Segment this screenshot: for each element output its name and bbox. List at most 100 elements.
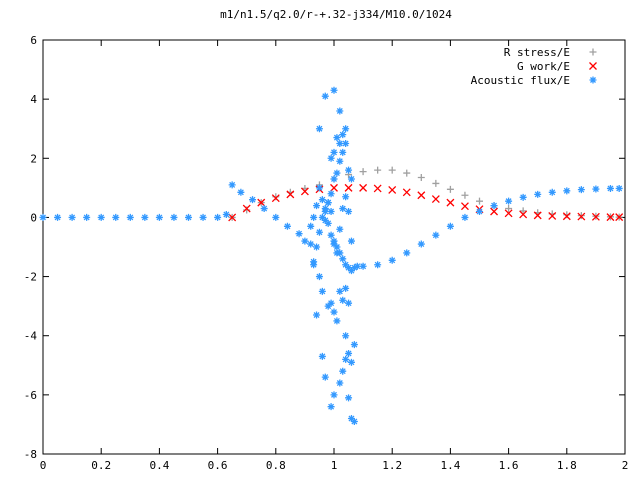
data-point [592,185,600,193]
data-point [327,208,335,216]
data-point [333,243,341,251]
data-point [606,184,614,192]
data-point [446,185,454,193]
data-point [330,175,338,183]
data-point [615,184,623,192]
x-tick-label: 0 [40,459,47,472]
data-point [315,228,323,236]
data-point [342,140,350,147]
data-point [591,212,600,221]
legend-marker [589,62,597,70]
data-point [339,255,347,263]
data-point [374,166,382,174]
data-point [342,193,350,201]
data-point [373,184,382,193]
data-point [330,183,338,192]
data-point [170,213,178,221]
data-point [504,209,513,218]
data-point [310,213,318,221]
data-point [321,373,329,381]
data-point [342,332,350,340]
data-point [315,273,323,281]
data-point [342,284,350,292]
data-point [310,261,318,269]
data-point [141,213,149,221]
data-point [336,225,344,233]
data-point [243,206,251,214]
data-point [347,415,355,423]
data-point [342,261,350,269]
data-point [606,213,615,222]
data-point [336,107,344,115]
data-point [283,222,291,230]
data-point [347,358,355,366]
data-point [339,205,347,213]
data-point [577,186,585,194]
chart-title: m1/n1.5/q2.0/r-+.32-j334/M10.0/1024 [220,8,452,21]
data-point [562,212,571,221]
data-point [345,166,353,174]
data-point [345,349,353,357]
data-point [39,213,47,221]
data-point [222,210,230,218]
data-point [533,211,542,220]
data-point [563,211,571,219]
data-point [330,148,338,156]
data-point [155,213,163,221]
data-point [374,261,382,269]
data-point [185,213,192,221]
data-point [228,181,236,189]
data-point [271,194,280,203]
data-point [272,213,280,221]
data-point [353,262,361,270]
data-point [327,190,335,198]
data-point [333,249,341,257]
legend-label: R stress/E [504,46,570,59]
data-point [318,213,326,221]
data-point [126,213,134,221]
data-point [242,204,251,213]
data-point [336,379,344,387]
data-point [112,213,120,221]
data-point [318,196,326,204]
data-point [327,299,335,307]
data-point [313,311,321,319]
data-point [345,264,353,272]
data-point [260,205,268,213]
data-point [347,267,355,275]
axes: 0 0.2 0.4 0.6 0.8 1 1.2 1.4 1.6 1.8 2 -8 -6 -4 -2 0 2 4 6 [24,34,629,472]
data-point [519,210,528,219]
data-point [313,202,321,210]
data-point [388,166,396,174]
data-point [519,207,527,215]
data-point [336,157,344,165]
data-point [359,183,368,192]
data-point [336,140,344,147]
data-point [286,190,295,199]
data-point [307,240,315,248]
data-point [519,193,527,201]
y-tick-label: -8 [24,448,37,461]
data-point [324,199,332,207]
legend-marker [589,76,597,84]
x-tick-label: 1 [331,459,338,472]
y-tick-label: 6 [30,34,37,47]
data-point [505,197,513,205]
data-point [350,417,358,425]
data-point [333,169,341,177]
data-point [388,256,396,264]
data-point [330,391,338,399]
x-tick-label: 0.2 [91,459,111,472]
data-point [461,213,469,221]
data-point [359,168,367,176]
data-point [577,212,586,221]
data-point [403,249,411,257]
x-tick-label: 1.2 [382,459,402,472]
data-point [347,175,355,183]
data-point [321,205,329,213]
data-point [300,187,309,196]
y-tick-label: 0 [30,211,37,224]
data-point [249,196,257,204]
